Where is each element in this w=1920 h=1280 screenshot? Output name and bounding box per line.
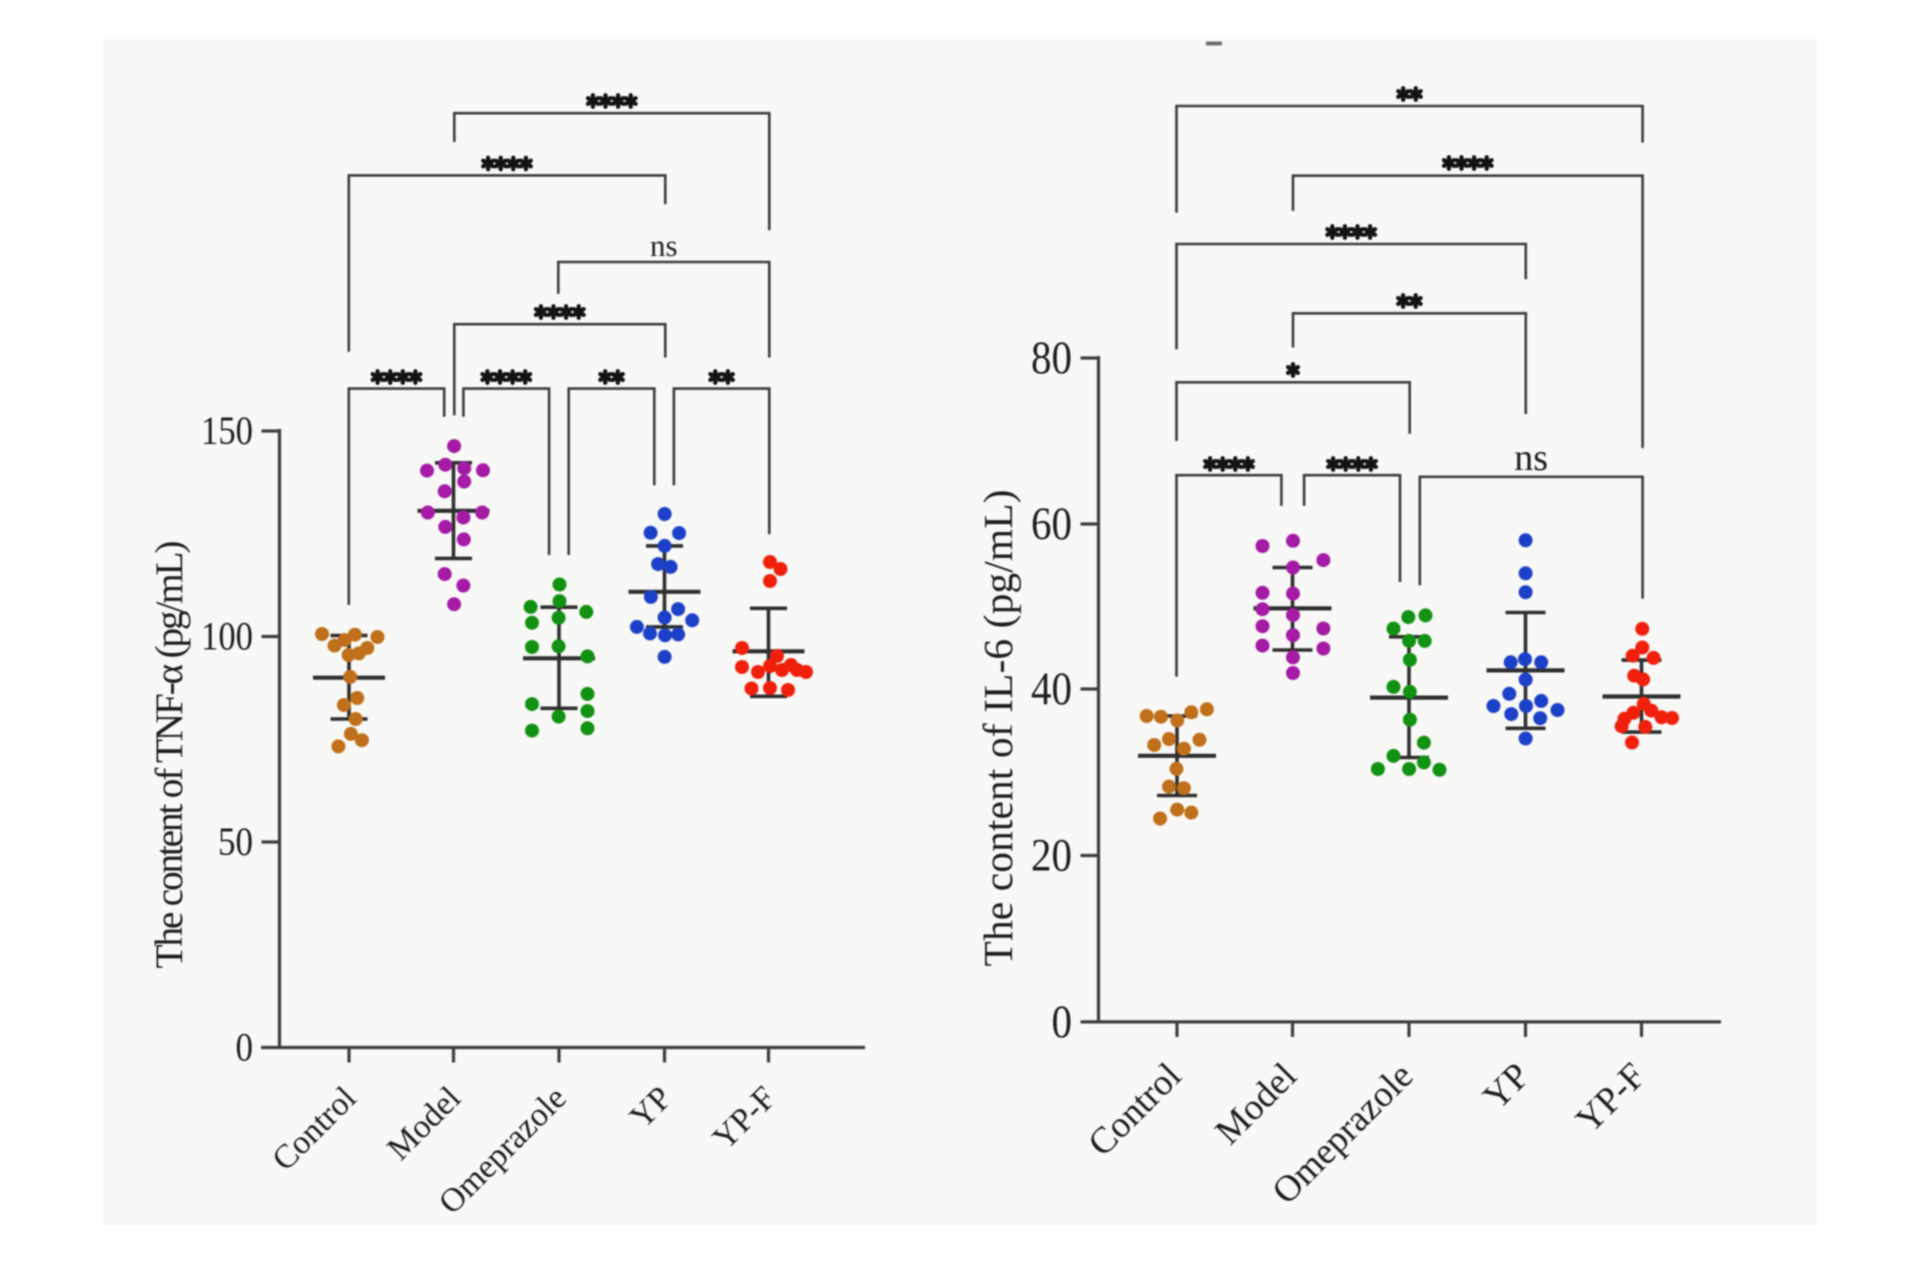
- svg-text:80: 80: [1031, 332, 1072, 384]
- svg-text:The content of TNF-α (pg/mL): The content of TNF-α (pg/mL): [147, 541, 191, 969]
- svg-text:50: 50: [218, 819, 253, 864]
- svg-text:ns: ns: [1514, 437, 1548, 479]
- svg-text:20: 20: [1031, 830, 1072, 882]
- svg-text:60: 60: [1031, 498, 1072, 550]
- svg-text:0: 0: [1052, 996, 1073, 1048]
- svg-text:150: 150: [201, 408, 253, 453]
- svg-text:40: 40: [1031, 663, 1072, 715]
- svg-text:The content of IL-6 (pg/mL): The content of IL-6 (pg/mL): [975, 490, 1022, 967]
- svg-text:0: 0: [236, 1025, 254, 1070]
- svg-text:ns: ns: [650, 228, 678, 263]
- svg-text:100: 100: [201, 614, 253, 659]
